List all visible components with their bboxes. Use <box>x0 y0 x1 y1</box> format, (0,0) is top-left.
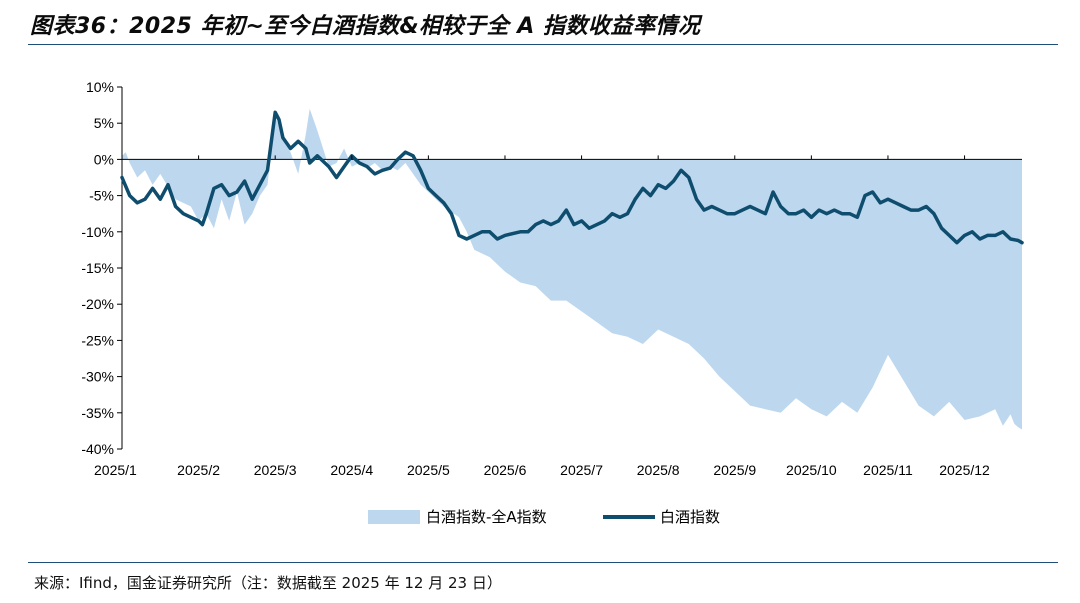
y-tick-label: -35% <box>81 405 114 421</box>
legend-swatch-area[interactable] <box>368 510 420 524</box>
y-axis-ticks: 10% 5% 0% -5% -10% -15% -20% -25% -30% -35% -40% <box>81 79 122 457</box>
y-tick-label: -15% <box>81 260 114 276</box>
area-layer <box>122 108 1022 430</box>
line-layer <box>120 110 1024 245</box>
x-tick-label: 2025/11 <box>863 462 913 478</box>
y-tick-label: -20% <box>81 296 114 312</box>
y-tick-label: 0% <box>94 151 114 167</box>
x-tick-label: 2025/4 <box>330 462 373 478</box>
area-series-baijiu-vs-a <box>122 108 1022 430</box>
x-tick-label: 2025/10 <box>786 462 837 478</box>
y-tick-label: -30% <box>81 369 114 385</box>
x-tick-label: 2025/3 <box>254 462 297 478</box>
line-series-baijiu-index <box>120 110 1024 245</box>
x-tick-label: 2025/2 <box>177 462 220 478</box>
y-tick-label: -5% <box>89 188 114 204</box>
chart: 10% 5% 0% -5% -10% -15% -20% -25% -30% -35% -40% 2… <box>81 79 1024 526</box>
x-tick-label: 2025/12 <box>939 462 990 478</box>
chart-title: 图表36：2025 年初~至今白酒指数&相较于全 A 指数收益率情况 <box>30 14 701 39</box>
x-tick-label: 2025/8 <box>637 462 680 478</box>
y-tick-label: -40% <box>81 441 114 457</box>
top-rule <box>28 44 1058 45</box>
y-tick-label: 10% <box>86 79 114 95</box>
x-tick-label: 2025/5 <box>407 462 450 478</box>
x-tick-label: 2025/7 <box>560 462 603 478</box>
legend-label-line[interactable]: 白酒指数 <box>660 508 720 526</box>
source-note: 来源：Ifind，国金证券研究所（注：数据截至 2025 年 12 月 23 日… <box>34 574 502 592</box>
legend[interactable]: 白酒指数-全A指数 白酒指数 <box>368 508 720 526</box>
y-tick-label: -10% <box>81 224 114 240</box>
y-tick-label: 5% <box>94 115 114 131</box>
y-tick-label: -25% <box>81 332 114 348</box>
x-axis-ticks: 2025/1 2025/2 2025/3 2025/4 2025/5 2025/6 2025… <box>94 155 990 478</box>
x-tick-label: 2025/1 <box>94 462 137 478</box>
x-tick-label: 2025/6 <box>484 462 527 478</box>
bottom-rule <box>28 562 1058 563</box>
x-tick-label: 2025/9 <box>713 462 756 478</box>
legend-label-area[interactable]: 白酒指数-全A指数 <box>426 508 547 526</box>
